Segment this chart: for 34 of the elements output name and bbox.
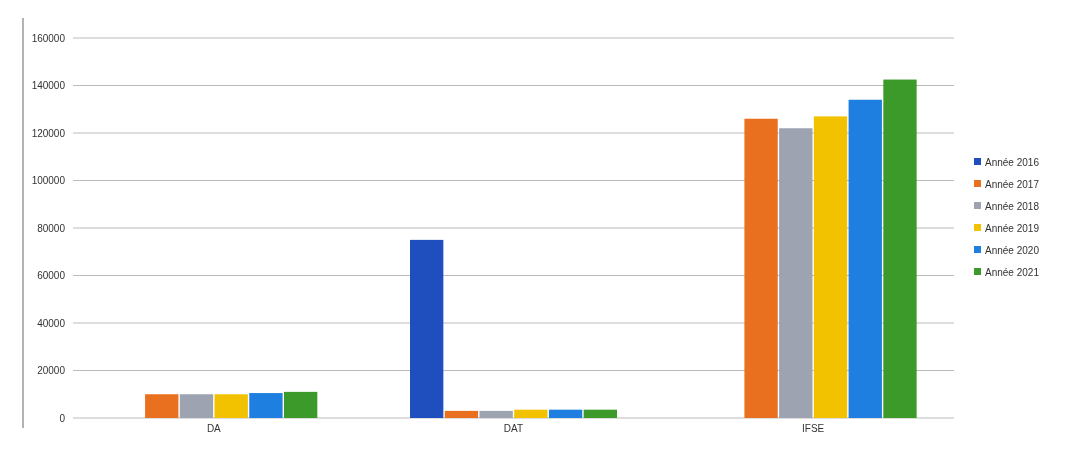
legend-label: Année 2020 bbox=[985, 244, 1040, 256]
bar bbox=[145, 394, 179, 418]
bar bbox=[214, 394, 248, 418]
y-tick-label: 20000 bbox=[37, 365, 66, 376]
x-tick-label: DAT bbox=[503, 423, 524, 434]
y-tick-label: 120000 bbox=[31, 127, 66, 139]
y-tick-label: 160000 bbox=[31, 32, 66, 44]
y-tick-label: 60000 bbox=[37, 270, 66, 281]
y-tick-label: 100000 bbox=[31, 175, 66, 186]
legend-label: Année 2021 bbox=[985, 266, 1040, 278]
bar bbox=[883, 79, 917, 418]
legend-label: Année 2016 bbox=[985, 156, 1040, 168]
bar bbox=[444, 410, 479, 418]
legend-label: Année 2018 bbox=[985, 200, 1040, 212]
y-tick-label: 80000 bbox=[37, 222, 66, 234]
bar bbox=[179, 394, 214, 418]
bar bbox=[813, 116, 848, 418]
bar bbox=[479, 410, 513, 418]
x-tick-label: IFSE bbox=[802, 423, 825, 434]
bar bbox=[249, 393, 283, 418]
bar bbox=[514, 409, 548, 418]
bar bbox=[583, 409, 617, 418]
legend-label: Année 2019 bbox=[985, 222, 1040, 234]
legend-label: Année 2017 bbox=[985, 178, 1040, 190]
bar bbox=[410, 239, 444, 418]
bar bbox=[283, 391, 318, 418]
y-tick-label: 40000 bbox=[37, 317, 66, 329]
x-tick-label: DA bbox=[206, 423, 222, 434]
y-tick-label: 0 bbox=[59, 412, 66, 424]
bar bbox=[548, 409, 583, 418]
bar bbox=[848, 99, 882, 418]
y-tick-label: 140000 bbox=[31, 80, 66, 91]
bar bbox=[744, 118, 778, 418]
bar bbox=[779, 128, 813, 418]
